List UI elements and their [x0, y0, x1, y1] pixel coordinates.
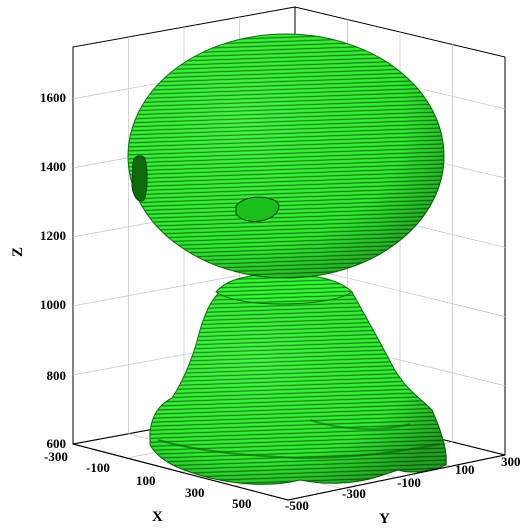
z-tick-label: 1000 [40, 297, 66, 312]
z-tick-label: 1600 [40, 90, 66, 105]
z-axis: 600 800 1000 1200 1400 1600 Z [10, 90, 66, 451]
x-axis: -300 -100 100 300 500 X [44, 449, 252, 525]
y-tick-label: 100 [455, 462, 475, 477]
axes-box-front [72, 443, 506, 501]
z-tick-label: 800 [47, 368, 67, 383]
y-tick-label: -300 [342, 486, 366, 501]
y-tick-label: 300 [501, 454, 521, 469]
z-tick-label: 1400 [40, 159, 66, 174]
head-surface [127, 33, 447, 485]
y-axis: -500 -300 -100 100 300 Y [285, 454, 521, 527]
y-tick-label: -100 [397, 475, 421, 490]
neck [215, 273, 353, 305]
x-tick-label: 300 [185, 485, 205, 500]
cheek-feature [235, 196, 280, 222]
z-tick-label: 600 [47, 436, 67, 451]
z-tick-label: 1200 [40, 228, 66, 243]
z-axis-label: Z [10, 247, 26, 257]
x-tick-label: -300 [44, 449, 68, 464]
y-axis-label: Y [379, 511, 390, 527]
y-tick-label: -500 [285, 498, 309, 513]
x-tick-label: -100 [86, 460, 110, 475]
x-tick-label: 100 [136, 473, 156, 488]
left-ear [131, 155, 148, 202]
x-axis-label: X [152, 509, 163, 525]
x-tick-label: 500 [232, 496, 252, 511]
